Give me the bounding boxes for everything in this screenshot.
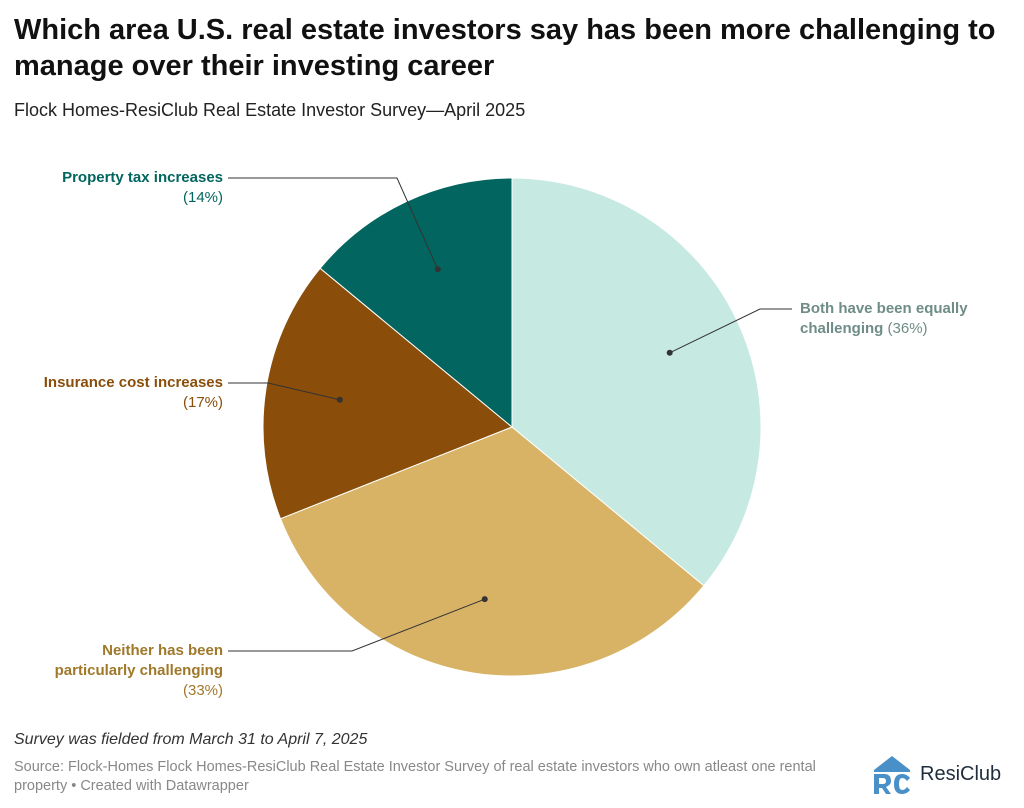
label-neither-line1: Neither has been: [102, 642, 223, 659]
leader-dot-neither: [481, 596, 488, 603]
leader-line-insurance-cost: [228, 382, 340, 401]
label-insurance-line1: Insurance cost increases: [43, 374, 223, 391]
pie-slice-insurance-cost: [262, 267, 513, 520]
resiclub-logo: ResiClub: [870, 752, 1001, 796]
label-tax-line1: Property tax increases: [62, 169, 223, 186]
label-tax-pct: (14%): [182, 189, 223, 206]
chart-subtitle: Flock Homes-ResiClub Real Estate Investo…: [14, 100, 526, 120]
leader-lines: [228, 177, 792, 652]
leader-dot-property-tax: [434, 266, 441, 273]
label-both-equally-challenging: Both have been equally challenging (36%): [800, 299, 968, 339]
pie-slice-both-equally: [511, 177, 762, 587]
leader-line-neither: [228, 598, 485, 652]
label-neither-line2: particularly challenging: [54, 662, 223, 679]
label-property-tax: Property tax increases (14%): [62, 168, 223, 208]
resiclub-brand-text: ResiClub: [920, 762, 1002, 785]
leader-dot-insurance-cost: [336, 396, 343, 403]
label-neither-challenging: Neither has been particularly challengin…: [55, 641, 223, 701]
pie-slice-property-tax: [319, 177, 513, 429]
survey-note: Survey was fielded from March 31 to Apri…: [14, 731, 368, 748]
label-neither-pct: (33%): [182, 682, 223, 699]
leader-dot-both-equally: [666, 349, 673, 356]
pie-chart: [228, 177, 792, 677]
pie-slice-neither: [279, 426, 705, 677]
label-both-pct: (36%): [887, 320, 928, 337]
label-both-line1: Both have been equally: [800, 300, 968, 317]
source-text: Source: Flock-Homes Flock Homes-ResiClub…: [14, 759, 816, 794]
chart-title: Which area U.S. real estate investors sa…: [14, 14, 996, 82]
resiclub-logo-icon: [874, 756, 910, 794]
leader-line-both-equally: [669, 308, 792, 354]
label-insurance-pct: (17%): [182, 394, 223, 411]
leader-line-property-tax: [228, 177, 439, 270]
label-both-line2: challenging: [800, 320, 884, 337]
label-insurance-cost: Insurance cost increases (17%): [44, 373, 223, 413]
pie-slices: [262, 177, 762, 677]
